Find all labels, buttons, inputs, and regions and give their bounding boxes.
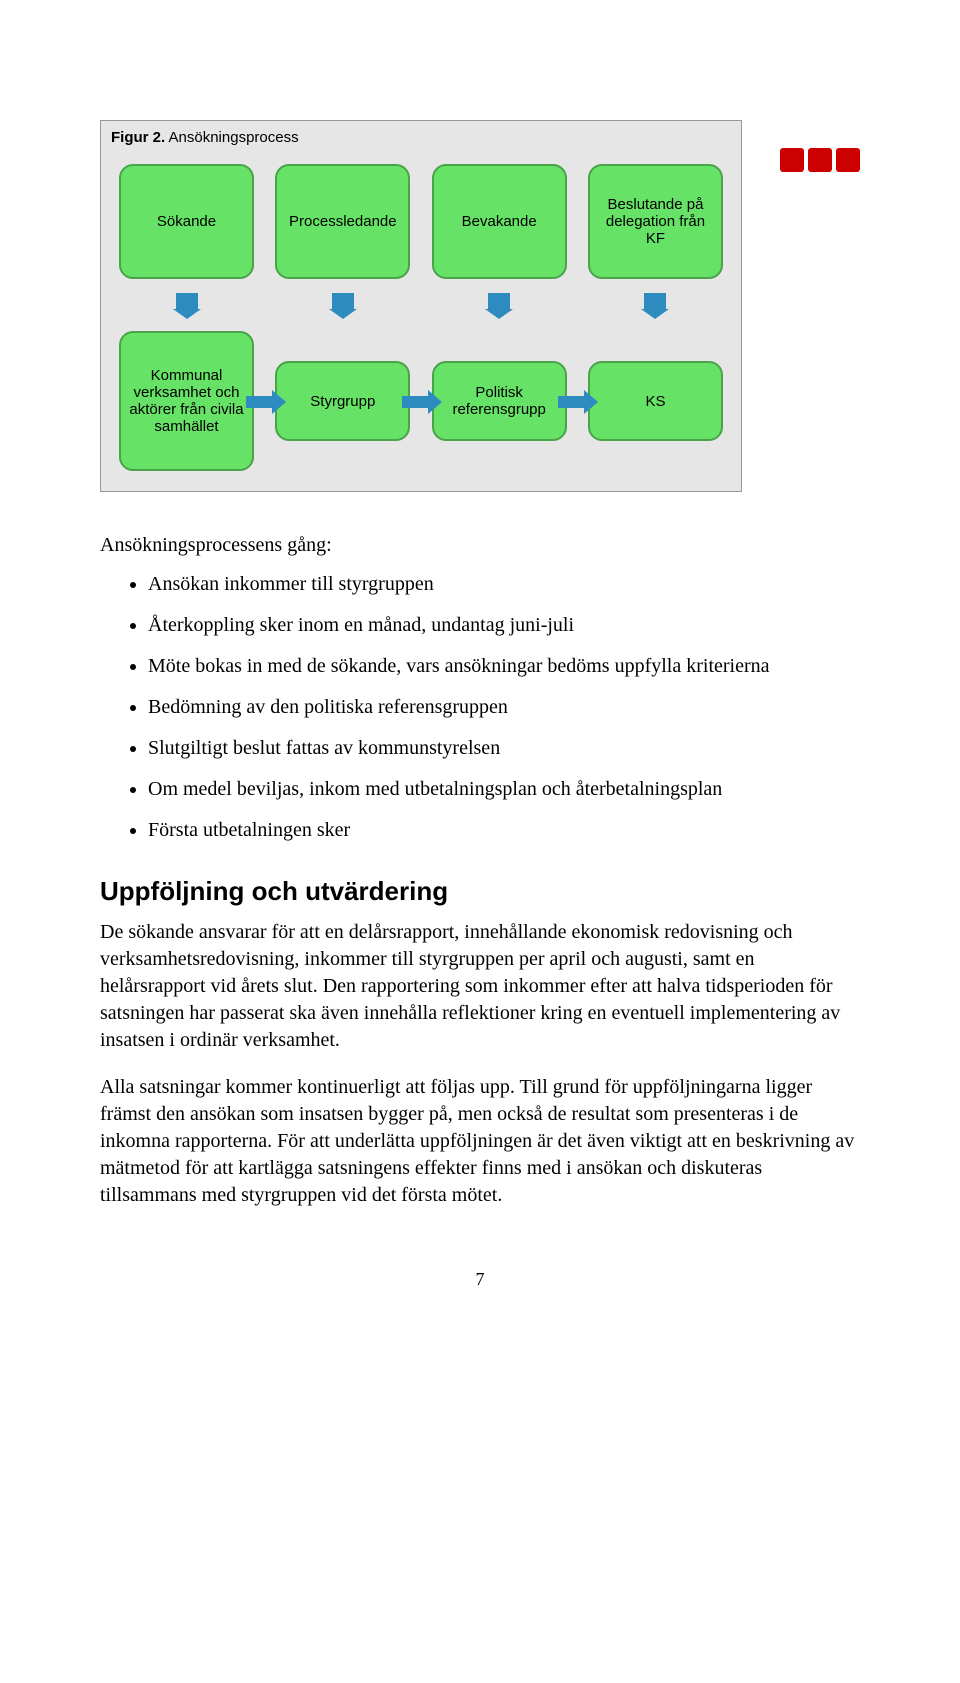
figure-caption-text: Ansökningsprocess	[169, 129, 299, 146]
down-arrow	[588, 293, 723, 317]
bullet-list: Ansökan inkommer till styrgruppen Återkop…	[100, 571, 860, 844]
down-arrow	[275, 293, 410, 317]
figure-top-box: Beslutande på delegation från KF	[588, 164, 723, 279]
down-arrow	[119, 293, 254, 317]
logo-square	[780, 148, 804, 172]
down-arrow	[432, 293, 567, 317]
bullet-item: Bedömning av den politiska referensgrupp…	[148, 694, 860, 721]
page-number: 7	[100, 1269, 860, 1290]
section-heading: Uppföljning och utvärdering	[100, 874, 860, 909]
figure-bottom-box: Kommunal verksamhet och aktörer från civ…	[119, 331, 254, 471]
figure-caption-bold: Figur 2.	[111, 129, 165, 146]
bullet-item: Slutgiltigt beslut fattas av kommunstyre…	[148, 735, 860, 762]
figure-2: Figur 2. Ansökningsprocess SökandeProces…	[100, 120, 860, 492]
figure-bottom-box: Politisk referensgrupp	[432, 361, 567, 441]
right-arrow	[246, 390, 286, 414]
corner-logo	[780, 148, 860, 172]
figure-arrow-row	[101, 293, 741, 317]
bullet-item: Om medel beviljas, inkom med utbetalning…	[148, 776, 860, 803]
paragraph-2: Alla satsningar kommer kontinuerligt att…	[100, 1074, 860, 1209]
bullet-item: Återkoppling sker inom en månad, undanta…	[148, 612, 860, 639]
paragraph-1: De sökande ansvarar för att en delårsrap…	[100, 919, 860, 1054]
figure-top-box: Processledande	[275, 164, 410, 279]
figure-caption: Figur 2. Ansökningsprocess	[101, 121, 741, 164]
logo-square	[808, 148, 832, 172]
figure-bottom-box: Styrgrupp	[275, 361, 410, 441]
right-arrow	[402, 390, 442, 414]
bullet-item: Ansökan inkommer till styrgruppen	[148, 571, 860, 598]
figure-top-row: SökandeProcessledandeBevakandeBeslutande…	[101, 164, 741, 279]
bullet-item: Möte bokas in med de sökande, vars ansök…	[148, 653, 860, 680]
figure-bottom-box: KS	[588, 361, 723, 441]
figure-top-box: Sökande	[119, 164, 254, 279]
bullet-item: Första utbetalningen sker	[148, 817, 860, 844]
figure-top-box: Bevakande	[432, 164, 567, 279]
intro-line: Ansökningsprocessens gång:	[100, 532, 860, 559]
body-text: Ansökningsprocessens gång: Ansökan inkom…	[100, 532, 860, 1209]
logo-square	[836, 148, 860, 172]
right-arrow	[558, 390, 598, 414]
